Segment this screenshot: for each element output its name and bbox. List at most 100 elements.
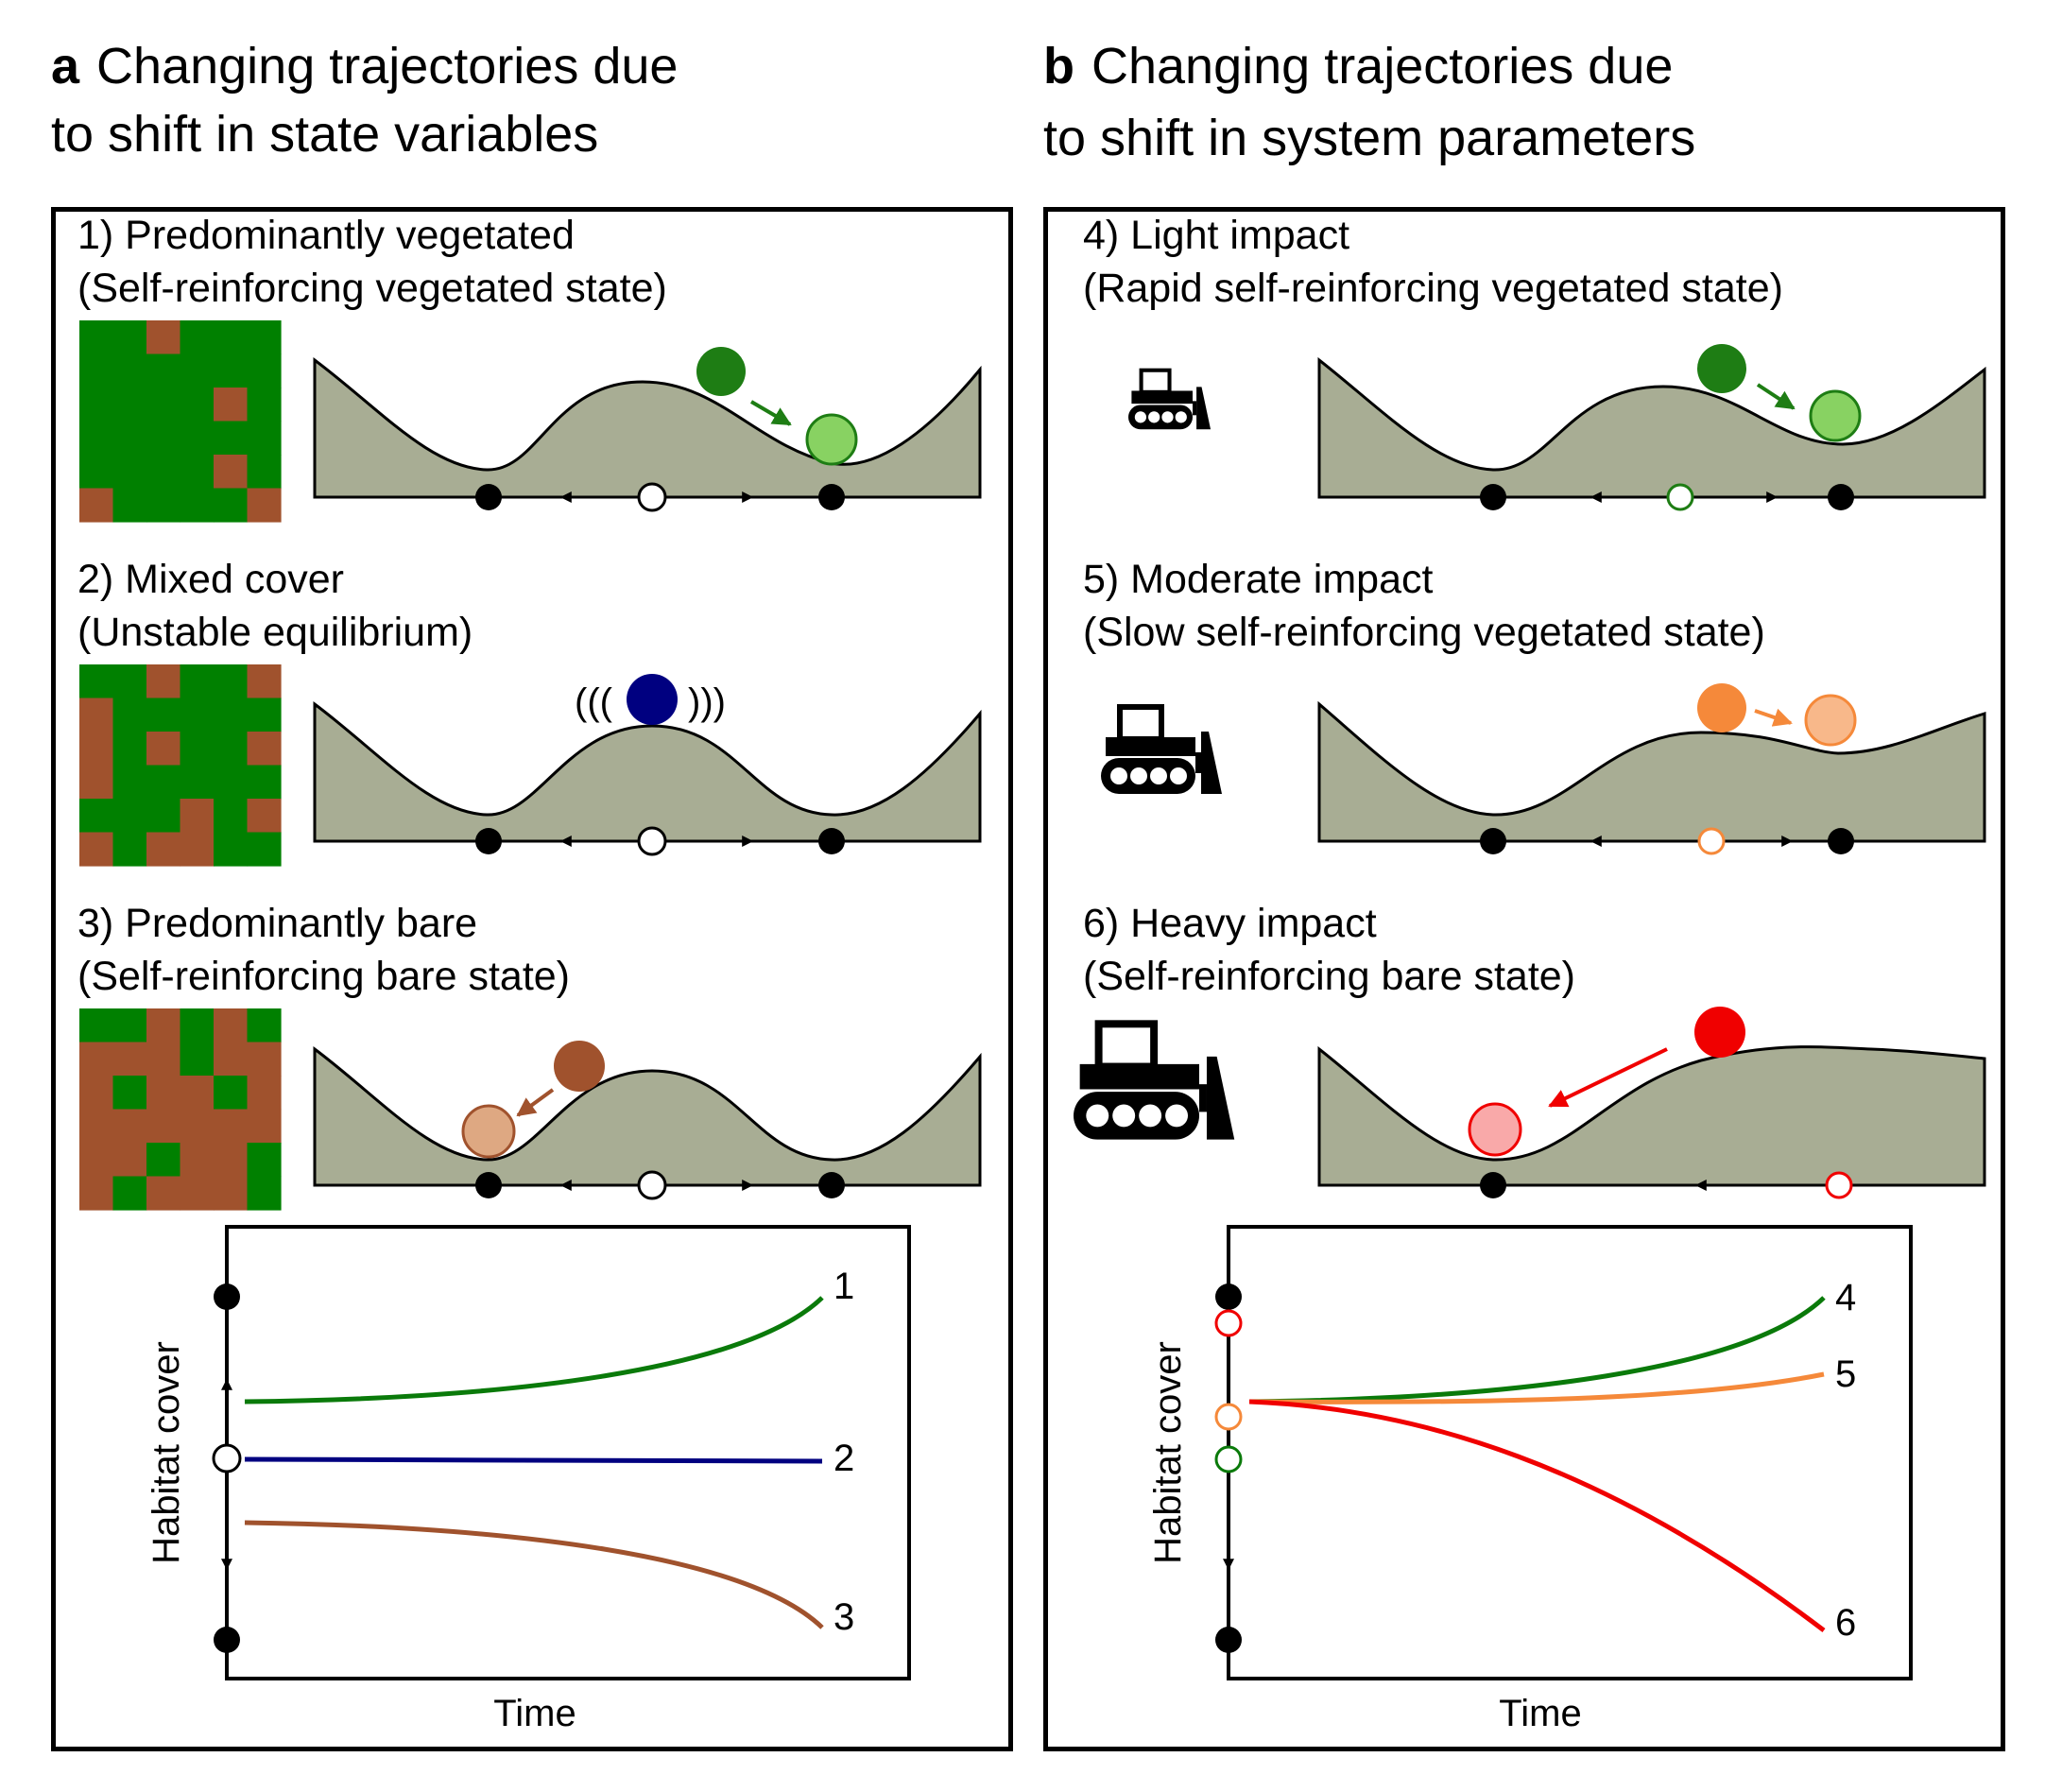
vegetated-cell [180,664,215,699]
landscape-6 [1317,1007,1986,1199]
vegetated-cell [180,421,215,456]
vegetated-cell [247,1143,282,1178]
threshold-dot-light [1214,1445,1243,1473]
bare-cell [247,1109,282,1144]
bare-cell [146,320,181,355]
vegetated-cell [214,664,249,699]
stable-equilibrium-dot [1480,828,1506,854]
vegetated-cell [180,1008,215,1043]
bare-cell [180,1143,215,1178]
vegetated-cell [112,1076,147,1111]
vegetated-cell [112,353,147,388]
vegetated-cell [247,388,282,422]
stable-equilibrium-dot [1480,484,1506,510]
bulldozer-icon [1074,1024,1234,1139]
scenario-3-subtitle: (Self-reinforcing bare state) [77,954,570,999]
vegetated-cell [146,388,181,422]
scenario-5-subtitle: (Slow self-reinforcing vegetated state) [1083,610,1765,655]
trajectory-4 [1248,1296,1826,1404]
stable-equilibrium-dot [475,828,502,854]
bare-cell [146,1042,181,1077]
ball-final [1809,389,1862,442]
vegetated-cell [112,388,147,422]
arrow-icon [516,1088,555,1117]
stable-equilibrium-dot [1215,1627,1242,1653]
panel-b-title: b Changing trajectories due [1043,32,1673,100]
vegetated-cell [180,488,215,523]
vegetated-cell [112,732,147,767]
bare-cell [214,388,249,422]
y-axis-label-b: Habitat cover [1147,1341,1189,1564]
stable-equilibrium-dot [1828,484,1854,510]
bare-cell [112,1143,147,1178]
vegetated-cell [214,421,249,456]
bare-cell [247,664,282,699]
vegetated-cell [79,1008,114,1043]
vegetated-cell [214,1076,249,1111]
bare-cell [247,488,282,523]
vegetated-cell [112,455,147,490]
arrow-icon [1754,708,1793,727]
unstable-equilibrium-dot [637,482,667,512]
curve-label-4: 4 [1835,1277,1856,1318]
bare-cell [214,1008,249,1043]
scenario-2-subtitle: (Unstable equilibrium) [77,610,473,655]
unstable-equilibrium-dot [637,826,667,856]
trajectory-5 [1248,1371,1825,1404]
unstable-equilibrium-dot [212,1443,242,1473]
arrow-icon [1548,1047,1668,1108]
scenario-3-title: 3) Predominantly bare [77,901,478,946]
vegetated-cell [112,488,147,523]
bare-cell [79,1143,114,1178]
landscape-5 [1317,683,1986,855]
curve-label-5: 5 [1835,1353,1856,1395]
bare-cell [247,732,282,767]
vegetated-cell [214,732,249,767]
plot-a: 1 2 3 Habitat cover Time [146,1225,911,1734]
bare-cell [112,1109,147,1144]
scenario-1-subtitle: (Self-reinforcing vegetated state) [77,266,667,311]
vegetated-cell [180,698,215,732]
vegetated-cell [146,488,181,523]
stable-equilibrium-dot [214,1627,240,1653]
bare-cell [180,1176,215,1211]
bare-cell [180,832,215,867]
scenario-2-title: 2) Mixed cover [77,557,344,602]
bare-cell [180,799,215,834]
trajectory-1 [244,1296,824,1404]
vegetated-cell [214,353,249,388]
bare-cell [79,1076,114,1111]
unstable-equilibrium-dot [637,1170,667,1200]
ball-balanced [627,674,678,725]
bare-cell [79,1109,114,1144]
vegetated-cell [79,388,114,422]
vegetated-cell [79,320,114,355]
stable-equilibrium-dot [1480,1172,1506,1198]
vegetated-cell [112,320,147,355]
bare-cell [79,698,114,732]
bare-cell [180,1109,215,1144]
panel-b-title-line1: Changing trajectories due [1091,38,1674,95]
ball-initial [1697,683,1746,732]
ball-final [461,1104,516,1159]
stable-equilibrium-dot [818,828,845,854]
stable-equilibrium-dot [475,484,502,510]
vibration-left: ((( [575,681,613,723]
bare-cell [146,1008,181,1043]
arrow-icon [1756,383,1796,410]
x-axis-label-b: Time [1499,1693,1581,1734]
vegetated-cell [112,421,147,456]
threshold-dot-moderate [1214,1403,1243,1431]
bare-cell [247,1042,282,1077]
arrow-icon [749,400,792,426]
vegetated-cell [146,353,181,388]
trajectory-2 [244,1456,823,1464]
vegetated-cell [247,320,282,355]
habitat-grid-2 [79,664,282,867]
vegetated-cell [247,455,282,490]
y-axis-label-a: Habitat cover [146,1341,187,1564]
bare-cell [146,1076,181,1111]
vegetated-cell [180,732,215,767]
vegetated-cell [247,1008,282,1043]
unstable-equilibrium-dot [1825,1171,1853,1199]
